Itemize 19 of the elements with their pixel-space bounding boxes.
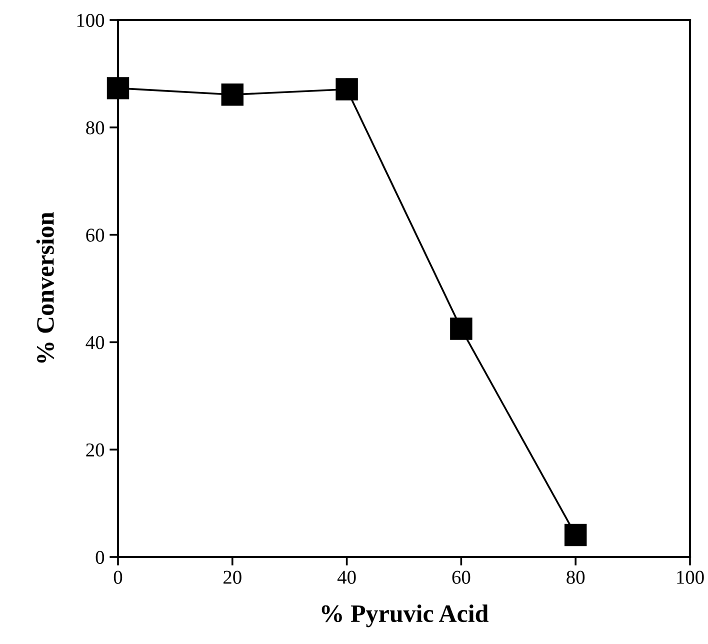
y-tick-label: 60: [86, 228, 104, 242]
point: [221, 84, 244, 106]
y-tick-label: 40: [86, 336, 104, 350]
y-tick-label: 0: [96, 550, 104, 564]
point: [106, 77, 130, 100]
point: [336, 78, 358, 100]
x-tick-label: 100: [677, 570, 704, 584]
x-tick-label: 60: [452, 570, 470, 584]
x-tick-label: 20: [224, 570, 242, 584]
y-tick-label: 100: [77, 14, 104, 27]
x-tick-label: 0: [114, 570, 122, 584]
point: [450, 318, 472, 340]
point: [564, 524, 587, 546]
y-tick-label: 80: [86, 121, 104, 134]
x-tick-label: 80: [566, 570, 585, 584]
x-tick-label: 40: [337, 570, 356, 584]
y-tick-label: 20: [86, 443, 104, 457]
x-axis-title: % Pyruvic Acid: [322, 604, 488, 628]
y-axis-title: % Conversion: [36, 212, 54, 363]
